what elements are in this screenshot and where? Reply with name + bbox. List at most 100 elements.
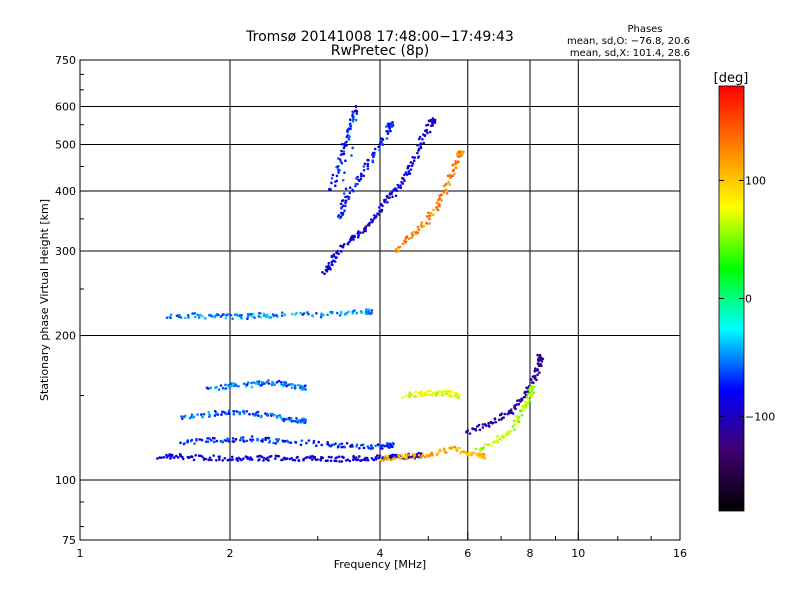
data-point xyxy=(394,247,398,251)
data-point xyxy=(357,230,360,234)
data-point xyxy=(221,459,224,462)
data-point xyxy=(220,413,223,416)
data-point xyxy=(273,383,277,387)
data-point xyxy=(288,383,292,386)
data-point xyxy=(191,455,194,459)
data-point xyxy=(525,395,529,398)
data-point xyxy=(198,438,202,441)
data-point xyxy=(364,458,367,462)
data-point xyxy=(332,253,336,256)
data-point xyxy=(178,313,181,317)
data-point xyxy=(201,415,204,419)
data-point xyxy=(417,137,421,141)
data-point xyxy=(364,229,368,233)
data-point xyxy=(360,444,363,447)
data-point xyxy=(246,456,249,459)
data-point xyxy=(394,194,398,198)
y-tick-label: 500 xyxy=(55,139,76,152)
data-point xyxy=(156,457,159,460)
data-point xyxy=(391,455,395,458)
data-point xyxy=(280,458,283,462)
data-point xyxy=(514,423,517,426)
data-point xyxy=(358,447,361,450)
data-point xyxy=(286,439,289,443)
data-point xyxy=(422,141,426,145)
data-point xyxy=(304,384,307,388)
data-point xyxy=(320,456,324,460)
data-point xyxy=(257,380,261,383)
data-point xyxy=(208,413,211,417)
data-point xyxy=(224,383,227,387)
data-point xyxy=(519,409,522,413)
data-point xyxy=(339,250,343,253)
data-point xyxy=(417,228,421,231)
data-point xyxy=(260,455,264,459)
data-point xyxy=(304,419,307,422)
data-point xyxy=(444,188,447,192)
data-point xyxy=(355,311,359,315)
data-point xyxy=(445,182,448,186)
data-point xyxy=(258,458,261,461)
data-point xyxy=(536,373,539,377)
data-point xyxy=(350,154,353,157)
data-point xyxy=(180,415,183,418)
data-point xyxy=(422,133,425,136)
data-point xyxy=(207,411,210,414)
data-point xyxy=(493,417,497,420)
data-point xyxy=(190,438,194,442)
data-point xyxy=(334,184,337,187)
data-point xyxy=(389,458,393,462)
data-point xyxy=(500,412,504,416)
data-point xyxy=(256,414,260,417)
data-point xyxy=(397,186,401,189)
chart-subtitle: RwPretec (8p) xyxy=(331,43,429,59)
data-point xyxy=(524,404,528,407)
data-point xyxy=(340,199,344,203)
data-point xyxy=(456,447,459,450)
data-point xyxy=(481,423,485,426)
data-point xyxy=(299,311,302,315)
data-point xyxy=(188,417,192,420)
data-point xyxy=(421,138,424,141)
data-point xyxy=(537,364,541,368)
data-point xyxy=(184,316,187,320)
data-point xyxy=(166,454,169,458)
data-point xyxy=(385,194,389,198)
data-point xyxy=(400,180,403,184)
data-point xyxy=(336,445,340,448)
data-point xyxy=(228,458,232,461)
data-point xyxy=(208,437,211,440)
data-point xyxy=(267,379,270,382)
data-point xyxy=(279,383,283,386)
data-point xyxy=(353,309,356,312)
data-point xyxy=(429,211,433,215)
data-point xyxy=(454,162,458,165)
data-point xyxy=(499,435,503,439)
data-point xyxy=(330,255,334,259)
data-point xyxy=(391,195,394,199)
data-point xyxy=(431,453,434,457)
data-point xyxy=(367,446,371,450)
data-point xyxy=(473,451,477,454)
data-point xyxy=(408,391,412,395)
data-point xyxy=(256,410,259,414)
data-point xyxy=(500,418,503,421)
series-es-trace-135-km xyxy=(180,409,308,425)
y-tick-label: 750 xyxy=(55,54,76,67)
data-point xyxy=(379,137,383,140)
data-point xyxy=(417,453,421,457)
data-point xyxy=(207,387,210,390)
data-point xyxy=(233,313,237,317)
data-point xyxy=(381,447,384,450)
data-point xyxy=(372,153,376,157)
data-point xyxy=(200,438,204,442)
data-point xyxy=(187,316,190,319)
data-point xyxy=(454,165,458,169)
data-point xyxy=(334,442,337,446)
data-point xyxy=(221,410,224,414)
data-point xyxy=(410,164,414,167)
x-axis-ticks: 1 2 4 6 8 10 16 xyxy=(77,532,687,560)
data-point xyxy=(325,270,329,273)
data-point xyxy=(420,221,424,224)
data-point xyxy=(398,457,402,461)
